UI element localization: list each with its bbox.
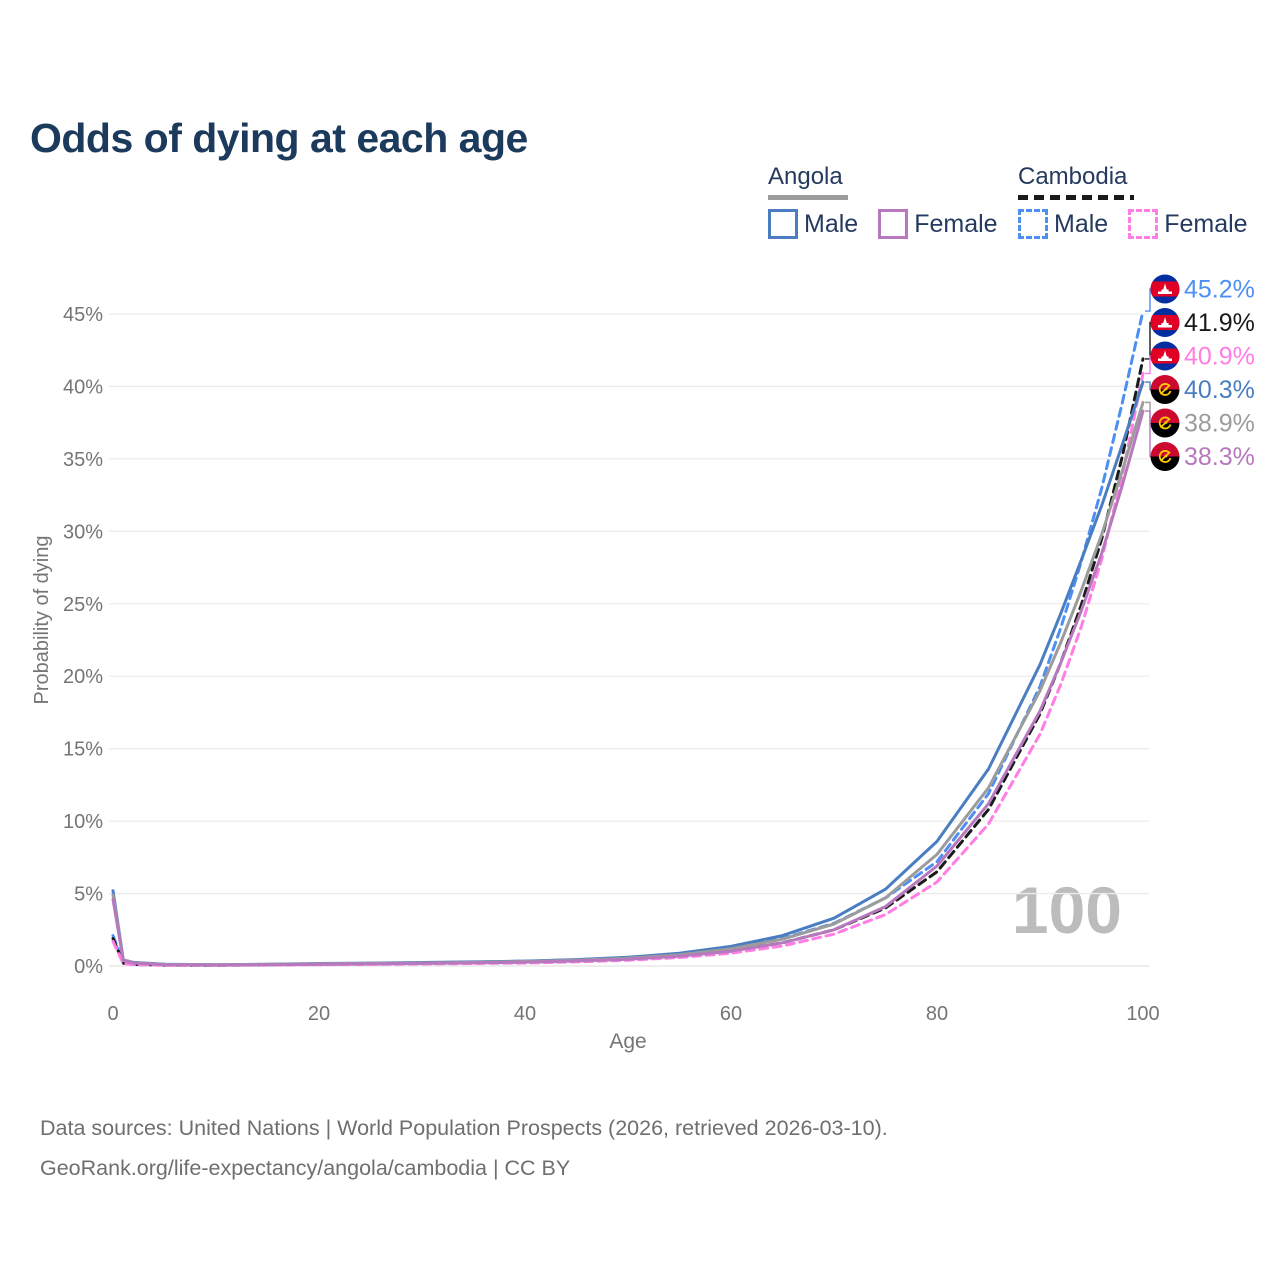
end-value-label: 40.9% bbox=[1184, 343, 1255, 371]
legend-label: Male bbox=[1054, 209, 1109, 238]
legend-group-angola: Angola Male Female bbox=[768, 163, 998, 239]
y-tick-label: 45% bbox=[63, 304, 103, 326]
angola-flag-icon bbox=[1150, 408, 1180, 438]
cambodia-flag-icon bbox=[1150, 341, 1180, 371]
x-tick-label: 60 bbox=[720, 1003, 742, 1025]
series-line-angola-male[interactable] bbox=[111, 380, 1145, 967]
series-line-angola-total[interactable] bbox=[111, 400, 1145, 967]
page-title: Odds of dying at each age bbox=[30, 115, 528, 162]
angola-line-style-swatch bbox=[768, 195, 848, 200]
legend-item-angola-male[interactable]: Male bbox=[768, 209, 858, 239]
series-line-angola-female[interactable] bbox=[111, 409, 1145, 967]
legend-group-cambodia: Cambodia Male Female bbox=[1018, 163, 1248, 239]
end-value-label: 41.9% bbox=[1184, 309, 1255, 337]
end-value-label: 40.3% bbox=[1184, 376, 1255, 404]
end-value-label: 38.9% bbox=[1184, 410, 1255, 438]
y-tick-label: 20% bbox=[63, 666, 103, 688]
y-tick-label: 0% bbox=[74, 956, 103, 978]
source-line-1: Data sources: United Nations | World Pop… bbox=[40, 1116, 888, 1140]
age-watermark: 100 bbox=[1011, 873, 1122, 947]
end-value-label: 38.3% bbox=[1184, 443, 1255, 471]
y-tick-label: 35% bbox=[63, 449, 103, 471]
x-tick-label: 100 bbox=[1126, 1003, 1159, 1025]
y-tick-label: 5% bbox=[74, 884, 103, 906]
y-tick-label: 15% bbox=[63, 739, 103, 761]
cambodia-line-style-swatch bbox=[1018, 195, 1134, 200]
y-tick-label: 10% bbox=[63, 811, 103, 833]
source-line-2: GeoRank.org/life-expectancy/angola/cambo… bbox=[40, 1156, 571, 1180]
legend-label: Female bbox=[914, 209, 998, 238]
series-line-cambodia-female[interactable] bbox=[111, 371, 1145, 967]
y-tick-label: 40% bbox=[63, 376, 103, 398]
end-value-label: 45.2% bbox=[1184, 276, 1255, 304]
legend-item-cambodia-male[interactable]: Male bbox=[1018, 209, 1108, 239]
x-axis-title: Age bbox=[609, 1030, 646, 1053]
angola-female-swatch bbox=[878, 209, 909, 239]
cambodia-male-swatch bbox=[1018, 209, 1048, 239]
legend-label: Male bbox=[804, 209, 859, 238]
angola-flag-icon bbox=[1150, 375, 1180, 404]
series-line-cambodia-male[interactable] bbox=[111, 309, 1145, 967]
legend-country-cambodia[interactable]: Cambodia bbox=[1018, 163, 1128, 190]
y-axis-title: Probability of dying bbox=[31, 536, 53, 705]
angola-male-swatch bbox=[768, 209, 798, 239]
cambodia-flag-icon bbox=[1150, 308, 1180, 337]
legend-country-angola[interactable]: Angola bbox=[768, 163, 843, 190]
series-line-cambodia-total[interactable] bbox=[111, 357, 1145, 967]
x-tick-label: 40 bbox=[514, 1003, 536, 1025]
legend-label: Female bbox=[1164, 209, 1248, 238]
cambodia-female-swatch bbox=[1128, 209, 1159, 239]
x-tick-label: 0 bbox=[107, 1003, 118, 1025]
legend-item-cambodia-female[interactable]: Female bbox=[1128, 209, 1248, 239]
x-tick-label: 80 bbox=[926, 1003, 948, 1025]
legend-item-angola-female[interactable]: Female bbox=[878, 209, 998, 239]
data-source-note: Data sources: United Nations | World Pop… bbox=[40, 1108, 888, 1188]
x-tick-label: 20 bbox=[308, 1003, 330, 1025]
angola-flag-icon bbox=[1150, 442, 1180, 471]
y-tick-label: 25% bbox=[63, 594, 103, 616]
y-tick-label: 30% bbox=[63, 521, 103, 543]
cambodia-flag-icon bbox=[1150, 274, 1180, 304]
